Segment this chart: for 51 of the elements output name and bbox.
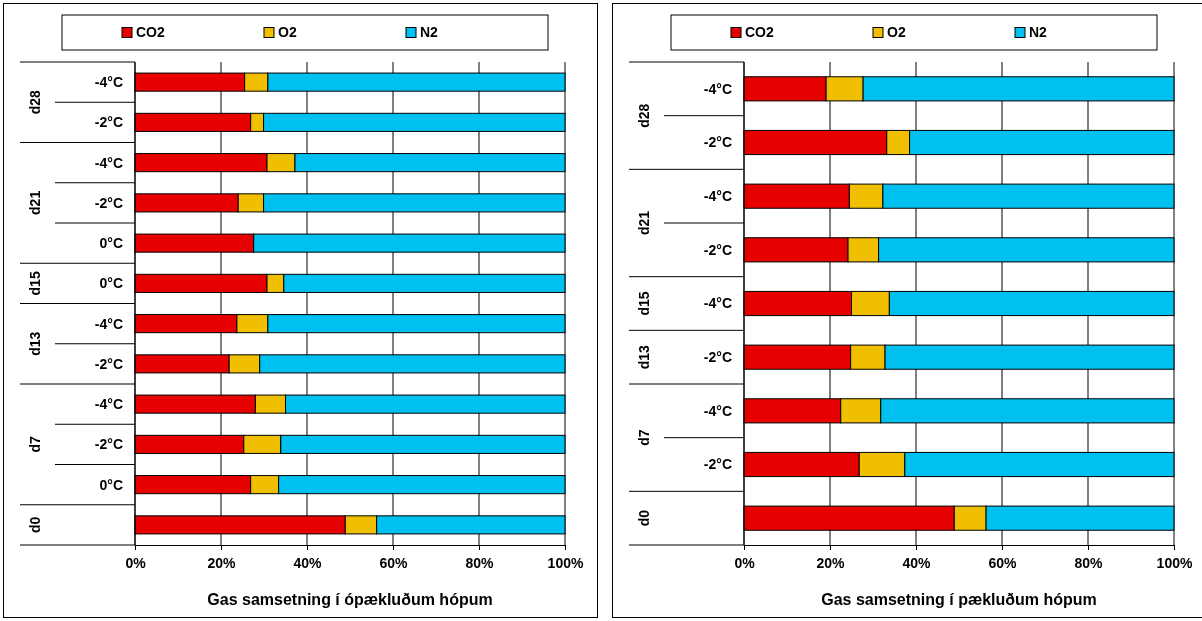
x-tick-label: 40%: [902, 555, 932, 572]
y-tick-label: -2°C: [703, 349, 732, 366]
y-tick-label: -2°C: [703, 134, 732, 151]
y-tick-label: 0°C: [99, 235, 123, 252]
legend-label: O2: [278, 24, 297, 41]
y-tick-label: -4°C: [703, 295, 732, 312]
category-label: d0: [26, 516, 43, 534]
x-tick-label: 0%: [125, 555, 147, 572]
x-tick-label: 80%: [465, 555, 495, 572]
y-tick-label: -4°C: [703, 188, 732, 205]
y-tick-label: -4°C: [703, 402, 732, 419]
x-tick-label: 0%: [734, 555, 756, 572]
x-tick-label: 20%: [816, 555, 846, 572]
y-tick-label: -4°C: [94, 396, 123, 413]
x-tick-label: 20%: [207, 555, 237, 572]
x-axis-title: Gas samsetning í pækluðum hópum: [821, 591, 1097, 608]
y-tick-label: 0°C: [99, 275, 123, 292]
y-tick-label: -2°C: [94, 114, 123, 131]
y-tick-label: -2°C: [94, 355, 123, 372]
category-label: d0: [635, 509, 652, 527]
category-label: d13: [635, 345, 652, 370]
category-label: d21: [26, 190, 43, 215]
x-tick-label: 60%: [988, 555, 1018, 572]
legend-label: N2: [1029, 24, 1048, 41]
category-label: d7: [26, 436, 43, 453]
legend-label: CO2: [745, 24, 774, 41]
category-label: d13: [26, 331, 43, 356]
category-label: d21: [635, 210, 652, 236]
category-label: d15: [635, 291, 652, 316]
category-label: d28: [635, 103, 652, 128]
y-tick-label: -2°C: [94, 436, 123, 453]
x-tick-label: 60%: [379, 555, 409, 572]
legend-label: N2: [420, 24, 439, 41]
legend-label: O2: [887, 24, 906, 41]
y-tick-label: -2°C: [703, 456, 732, 473]
y-tick-label: -2°C: [703, 241, 732, 258]
x-tick-label: 40%: [293, 555, 323, 572]
x-tick-label: 100%: [1156, 555, 1193, 572]
legend-label: CO2: [136, 24, 165, 41]
y-tick-label: -4°C: [94, 74, 123, 91]
x-axis-title: Gas samsetning í ópækluðum hópum: [207, 591, 493, 608]
category-label: d28: [26, 90, 43, 115]
x-tick-label: 100%: [547, 555, 584, 572]
x-tick-label: 80%: [1074, 555, 1104, 572]
y-tick-label: 0°C: [99, 476, 123, 493]
y-tick-label: -4°C: [703, 80, 732, 97]
y-tick-label: -4°C: [94, 154, 123, 171]
y-tick-label: -2°C: [94, 194, 123, 211]
category-label: d7: [635, 429, 652, 446]
category-label: d15: [26, 271, 43, 296]
y-tick-label: -4°C: [94, 315, 123, 332]
